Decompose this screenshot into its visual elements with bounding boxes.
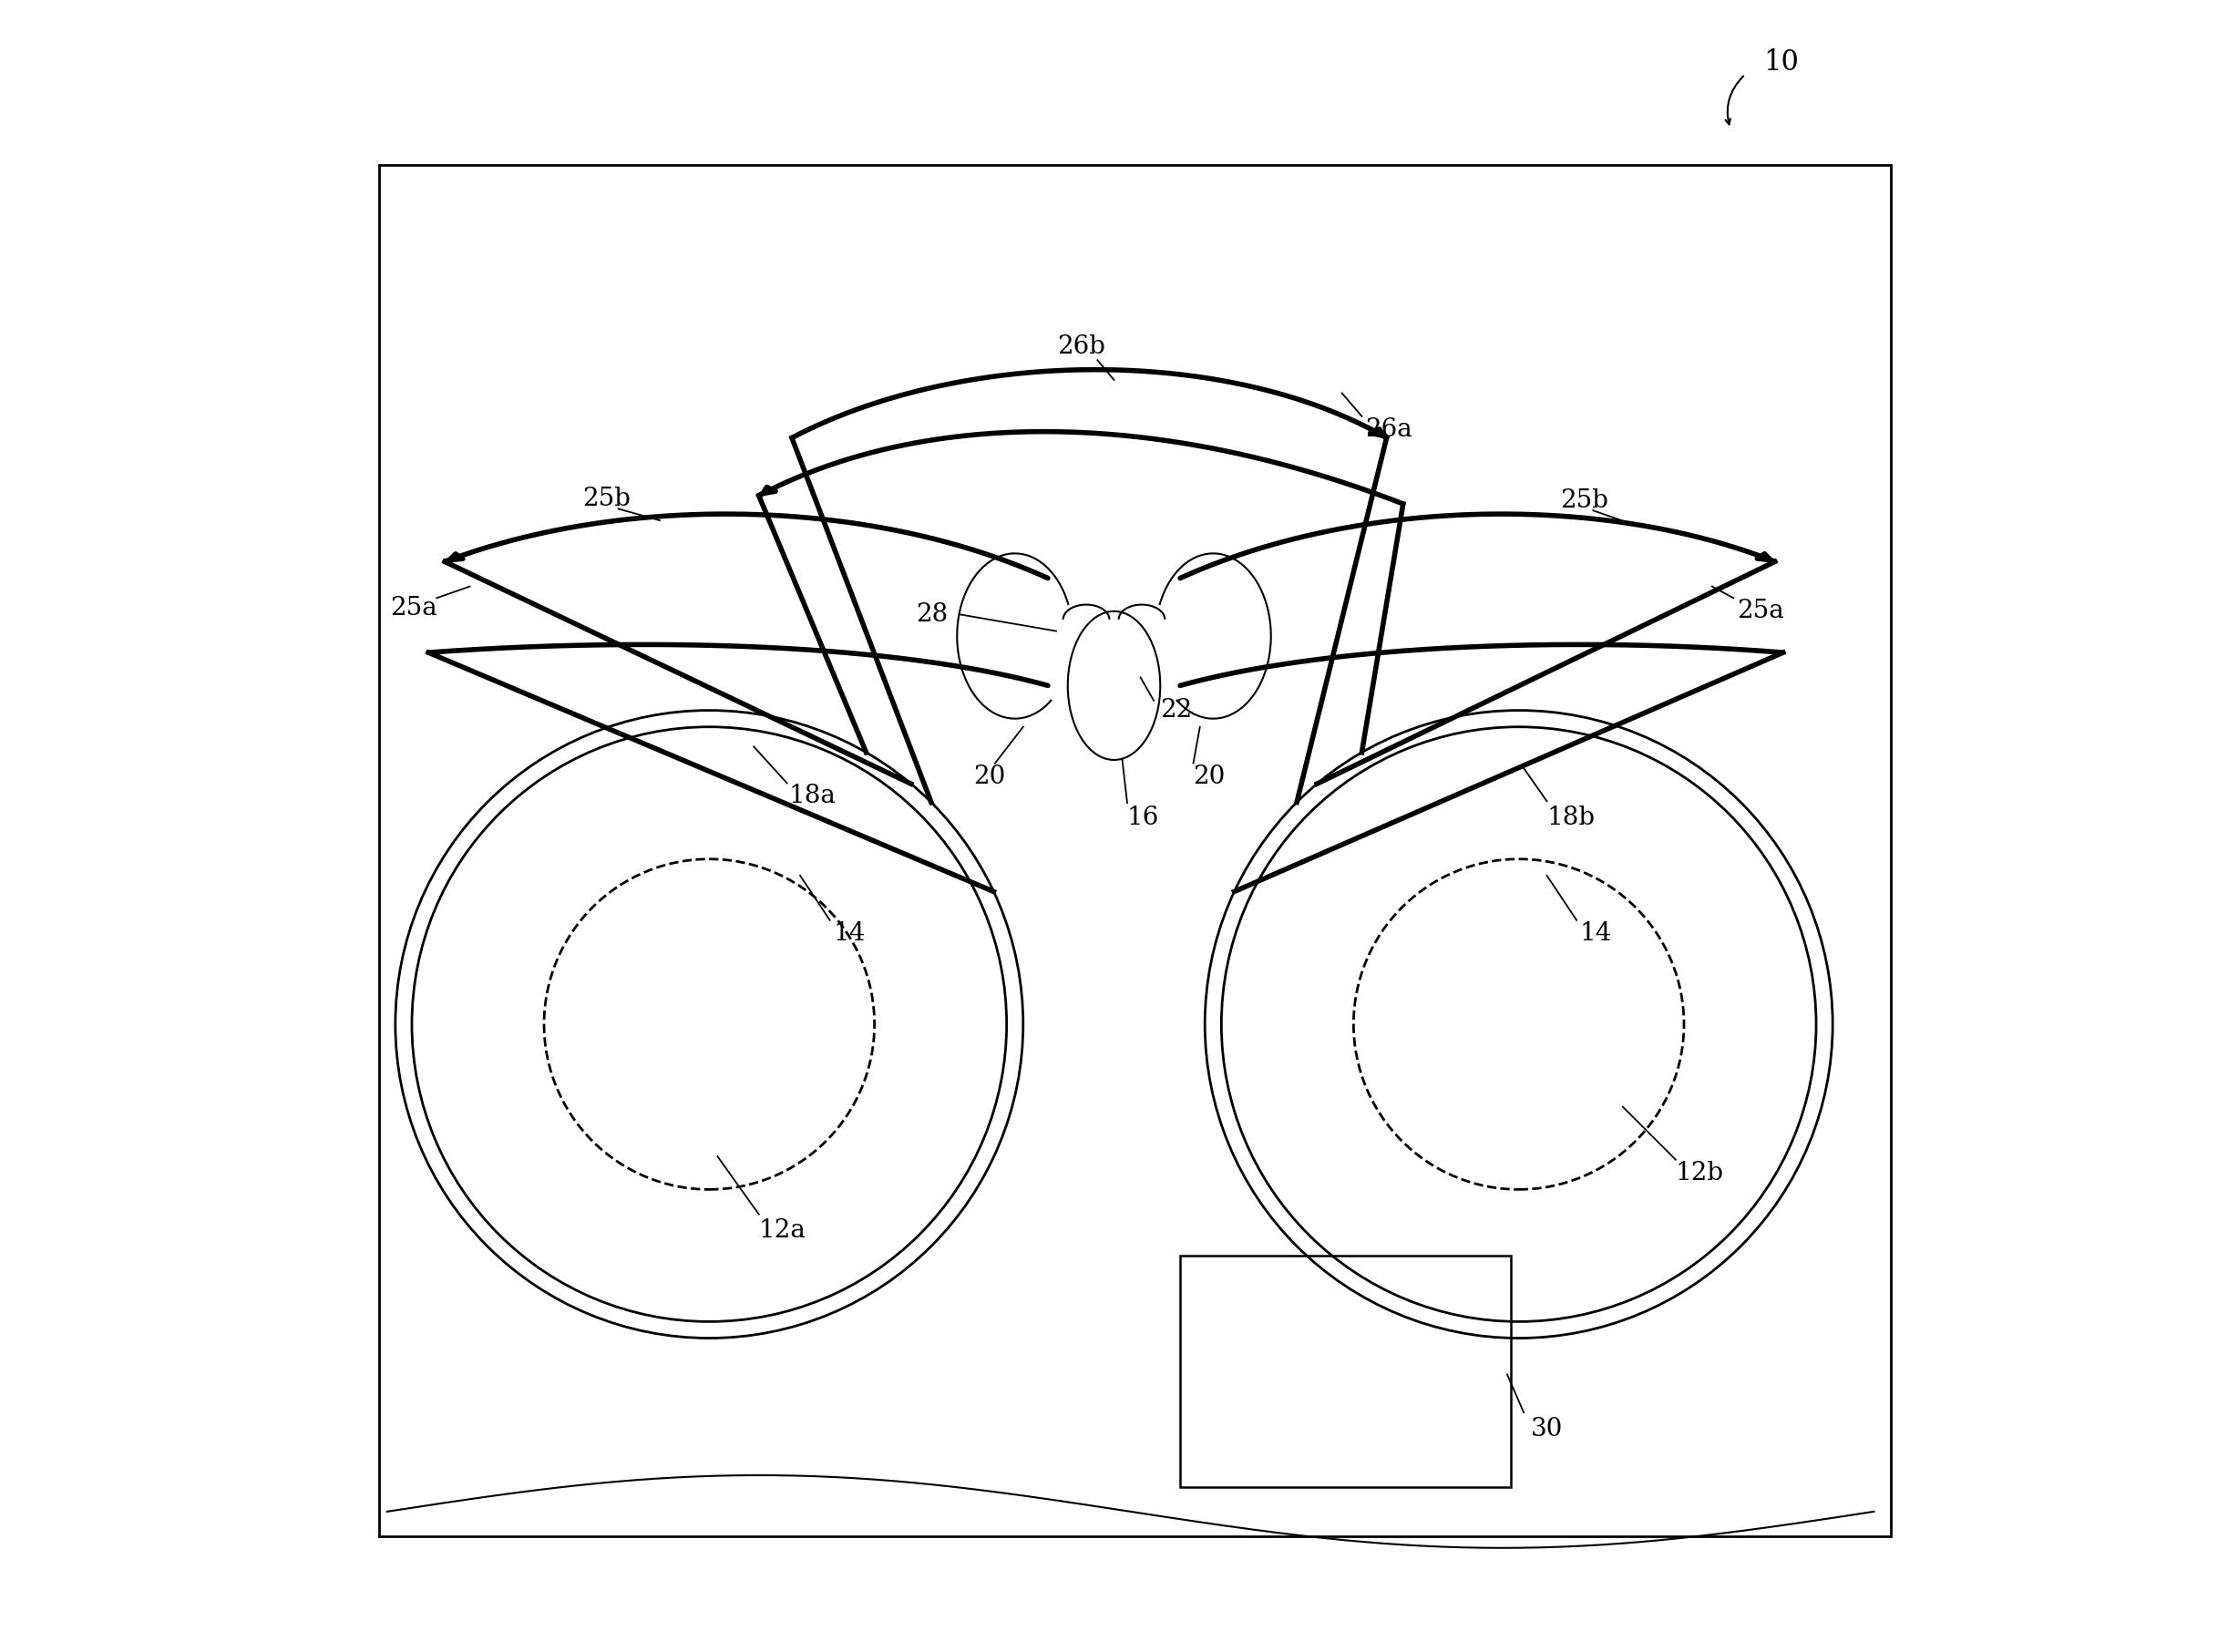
- Text: 22: 22: [1161, 699, 1192, 722]
- Text: 20: 20: [1194, 765, 1225, 788]
- Text: 28: 28: [916, 603, 947, 626]
- Text: 14: 14: [1580, 922, 1613, 945]
- Bar: [379, 165, 1892, 1536]
- Text: 26b: 26b: [1056, 335, 1105, 358]
- Text: 12a: 12a: [760, 1219, 807, 1242]
- Text: 16: 16: [1127, 806, 1159, 829]
- Text: 12b: 12b: [1675, 1161, 1724, 1184]
- Text: 30: 30: [1531, 1417, 1562, 1441]
- Text: 25a: 25a: [1738, 600, 1785, 623]
- Text: 18a: 18a: [789, 785, 836, 808]
- Text: 10: 10: [1762, 48, 1798, 78]
- Text: 25a: 25a: [390, 596, 437, 620]
- Text: 20: 20: [974, 765, 1005, 788]
- Bar: [1181, 1256, 1511, 1487]
- Text: 25b: 25b: [1560, 489, 1609, 512]
- Text: 18b: 18b: [1546, 806, 1595, 829]
- Text: 26a: 26a: [1366, 418, 1413, 441]
- Text: 14: 14: [833, 922, 864, 945]
- Text: 25b: 25b: [582, 487, 631, 510]
